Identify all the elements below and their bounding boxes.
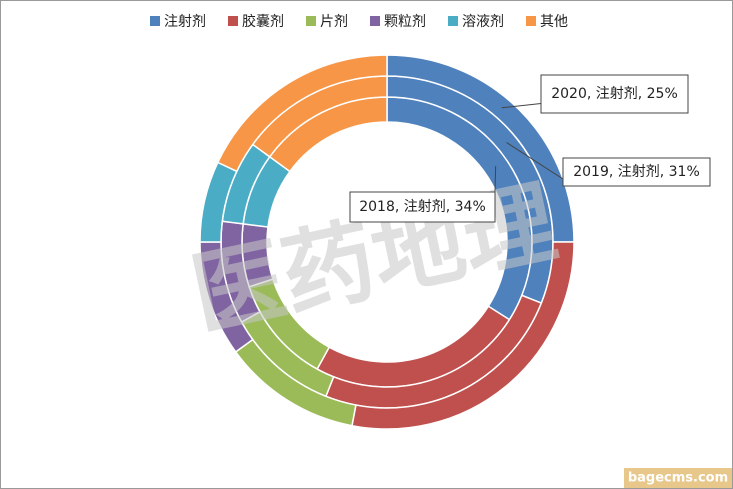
legend-swatch	[526, 16, 536, 26]
callout-box	[349, 191, 496, 223]
data-label: 2018, 注射剂, 34%	[359, 199, 486, 215]
legend-label: 颗粒剂	[384, 14, 426, 30]
callout-pointer	[494, 166, 497, 193]
legend-label: 胶囊剂	[242, 13, 284, 30]
callouts: 2018, 注射剂, 34% 2019, 注射剂, 31% 2020, 注射剂, 2…	[349, 74, 711, 223]
legend-label: 注射剂	[164, 14, 206, 30]
data-label: 2019, 注射剂, 31%	[573, 164, 700, 180]
legend-swatch	[228, 16, 238, 26]
legend-swatch	[448, 16, 458, 26]
callout-box	[540, 74, 689, 114]
legend-swatch	[370, 16, 380, 26]
site-text: bagecms.com	[628, 471, 728, 486]
ring-segment	[216, 54, 388, 173]
legend-label: 片剂	[320, 14, 348, 30]
legend: 注射剂 胶囊剂 片剂 颗粒剂 溶液剂 其他	[150, 13, 568, 30]
site-badge	[624, 468, 732, 488]
callout-box	[562, 157, 711, 187]
legend-swatch	[306, 16, 316, 26]
legend-swatch	[150, 16, 160, 26]
legend-label: 其他	[540, 14, 568, 30]
callout-pointer	[501, 103, 542, 109]
legend-label: 溶液剂	[462, 14, 504, 30]
rings	[199, 54, 575, 430]
data-label: 2020, 注射剂, 25%	[551, 86, 678, 102]
callout-pointer	[506, 142, 564, 180]
